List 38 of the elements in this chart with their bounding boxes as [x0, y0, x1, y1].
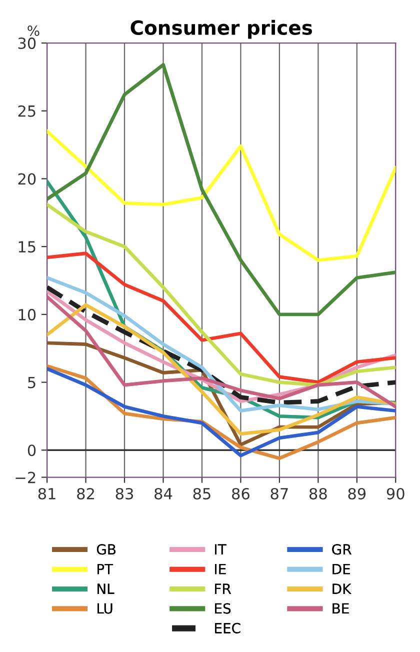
x-tick-label: 84 — [154, 488, 172, 500]
x-tick-label: 81 — [38, 488, 56, 500]
line-series — [47, 130, 396, 262]
legend-label: GB — [96, 544, 116, 555]
y-tick-label: −2 — [16, 472, 36, 484]
y-axis-title: % — [28, 25, 40, 36]
legend-label: FR — [215, 584, 232, 594]
legend-label: DK — [332, 584, 352, 594]
x-tick-label: 89 — [348, 488, 366, 500]
y-tick-label: 30 — [18, 37, 36, 50]
x-tick-label: 82 — [77, 488, 94, 500]
x-tick-label: 85 — [193, 488, 210, 500]
x-tick-label: 87 — [270, 488, 288, 500]
y-tick-label: 5 — [28, 376, 36, 388]
legend-label: PT — [98, 564, 114, 574]
x-tick-label: 88 — [309, 488, 327, 500]
y-tick-label: 15 — [18, 241, 36, 253]
line-series — [47, 202, 396, 387]
legend-label: DE — [332, 564, 350, 574]
legend-label: GR — [332, 544, 352, 555]
line-series — [47, 63, 396, 316]
legend-label: IE — [215, 564, 226, 574]
chart-title: Consumer prices — [130, 20, 312, 39]
x-tick-label: 86 — [232, 488, 250, 500]
legend-label: EEC — [215, 622, 240, 634]
x-tick-label: 83 — [116, 488, 133, 500]
y-tick-label: 0 — [28, 444, 36, 456]
line-series — [47, 252, 396, 384]
y-tick-label: 20 — [18, 173, 36, 185]
y-tick-label: 10 — [18, 308, 36, 320]
line-series — [47, 303, 396, 436]
legend-label: IT — [215, 544, 226, 554]
legend-label: ES — [215, 603, 231, 614]
legend-label: BE — [332, 603, 349, 614]
y-tick-label: 25 — [18, 105, 36, 117]
x-tick-label: 90 — [386, 488, 404, 500]
legend-label: NL — [98, 584, 114, 594]
legend-label: LU — [98, 603, 112, 614]
